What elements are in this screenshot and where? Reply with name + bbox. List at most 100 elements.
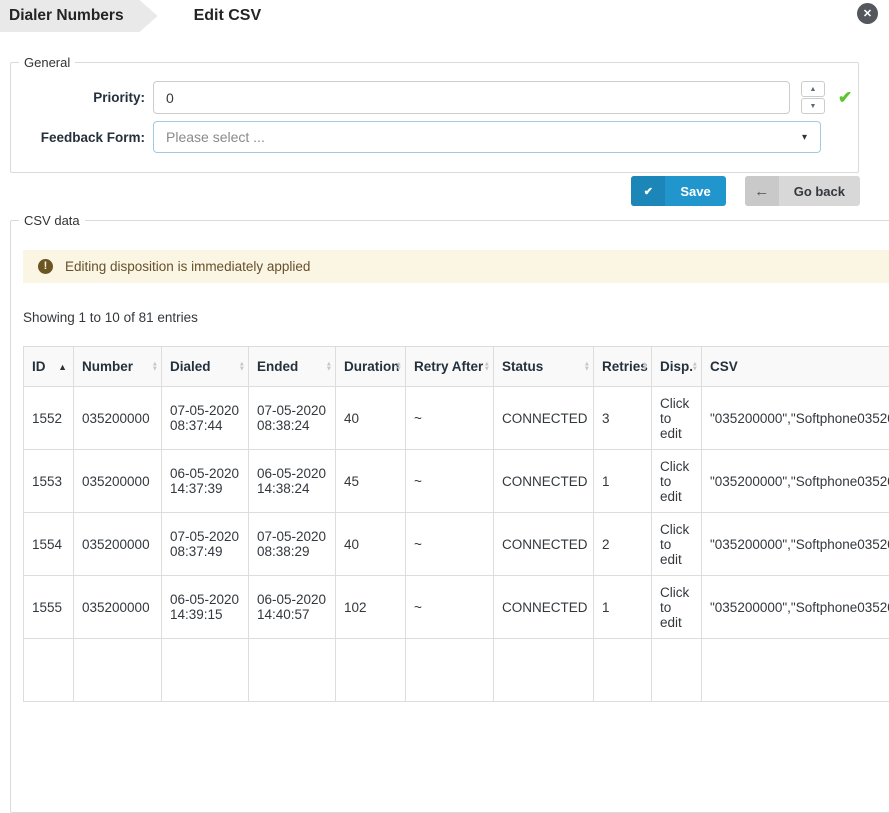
priority-row: Priority: ▲ ▼ ✔ [11, 81, 858, 114]
feedback-form-label: Feedback Form: [11, 130, 153, 145]
feedback-form-row: Feedback Form: Please select ... ▾ [11, 121, 858, 153]
valid-check-icon: ✔ [838, 88, 852, 108]
sort-ascending-icon: ▲ [58, 362, 67, 372]
cell-disp-click-to-edit[interactable]: Click to edit [652, 576, 702, 639]
cell-status: CONNECTED [494, 450, 594, 513]
table-row: 1553 035200000 06-05-2020 14:37:39 06-05… [24, 450, 889, 513]
cell-retries: 1 [594, 576, 652, 639]
feedback-form-select[interactable]: Please select ... ▾ [153, 121, 821, 153]
general-section: General Priority: ▲ ▼ ✔ Feedback Form: P… [10, 55, 859, 173]
cell-retries: 2 [594, 513, 652, 576]
cell-duration: 45 [336, 450, 406, 513]
sort-icon: ▲▼ [396, 361, 402, 372]
cell-id: 1552 [24, 387, 74, 450]
col-label-retry-after: Retry After [414, 359, 483, 374]
cell-id: 1554 [24, 513, 74, 576]
cell-id: 1553 [24, 450, 74, 513]
cell-ended: 07-05-2020 08:38:29 [249, 513, 336, 576]
table-row: 1554 035200000 07-05-2020 08:37:49 07-05… [24, 513, 889, 576]
cell-disp-click-to-edit[interactable]: Click to edit [652, 387, 702, 450]
priority-label: Priority: [11, 90, 153, 105]
cell-ended: 07-05-2020 08:38:24 [249, 387, 336, 450]
sort-icon: ▲▼ [642, 361, 648, 372]
cell-number: 035200000 [74, 513, 162, 576]
save-check-icon: ✔ [631, 176, 665, 206]
alert-text: Editing disposition is immediately appli… [65, 259, 310, 274]
col-label-disp: Disp. [660, 359, 693, 374]
action-buttons: ✔ Save ← Go back [631, 176, 860, 206]
cell-retry-after: ~ [406, 513, 494, 576]
col-header-disp[interactable]: Disp.▲▼ [652, 347, 702, 387]
sort-icon: ▲▼ [239, 361, 245, 372]
save-button[interactable]: ✔ Save [631, 176, 725, 206]
cell-duration: 102 [336, 576, 406, 639]
col-label-number: Number [82, 359, 133, 374]
col-header-retries[interactable]: Retries▲▼ [594, 347, 652, 387]
cell-csv: "035200000","Softphone035200 [702, 450, 889, 513]
sort-icon: ▲▼ [484, 361, 490, 372]
feedback-form-selected-value: Please select ... [166, 129, 265, 145]
cell-number: 035200000 [74, 450, 162, 513]
col-header-number[interactable]: Number▲▼ [74, 347, 162, 387]
priority-input[interactable] [153, 81, 790, 114]
spinner-up-icon[interactable]: ▲ [801, 81, 825, 97]
save-button-label: Save [665, 176, 725, 206]
cell-retry-after: ~ [406, 387, 494, 450]
table-row-partial [24, 639, 889, 702]
col-label-duration: Duration [344, 359, 400, 374]
cell-status: CONNECTED [494, 576, 594, 639]
cell-csv: "035200000","Softphone035200 [702, 387, 889, 450]
sort-icon: ▲▼ [326, 361, 332, 372]
cell-retries: 3 [594, 387, 652, 450]
col-header-csv: CSV [702, 347, 889, 387]
sort-icon: ▲▼ [692, 361, 698, 372]
cell-dialed: 06-05-2020 14:37:39 [162, 450, 249, 513]
cell-dialed: 06-05-2020 14:39:15 [162, 576, 249, 639]
priority-spinner: ▲ ▼ [801, 81, 825, 114]
cell-ended: 06-05-2020 14:38:24 [249, 450, 336, 513]
cell-retry-after: ~ [406, 576, 494, 639]
col-label-csv: CSV [710, 359, 738, 374]
sort-icon: ▲▼ [584, 361, 590, 372]
chevron-down-icon: ▾ [802, 132, 807, 143]
col-header-ended[interactable]: Ended ▲▼ [249, 347, 336, 387]
cell-csv: "035200000","Softphone035200 [702, 513, 889, 576]
cell-retry-after: ~ [406, 450, 494, 513]
col-header-duration[interactable]: Duration▲▼ [336, 347, 406, 387]
col-label-ended: Ended [257, 359, 298, 374]
cell-number: 035200000 [74, 576, 162, 639]
table-row: 1555 035200000 06-05-2020 14:39:15 06-05… [24, 576, 889, 639]
general-legend: General [19, 55, 75, 70]
csv-data-section: CSV data ! Editing disposition is immedi… [10, 213, 889, 813]
cell-disp-click-to-edit[interactable]: Click to edit [652, 450, 702, 513]
cell-status: CONNECTED [494, 387, 594, 450]
table-header-row: ID▲ Number▲▼ Dialed▲▼ Ended▲▼ Duration▲▼… [24, 347, 889, 387]
top-bar: Dialer Numbers Edit CSV ✕ [0, 0, 889, 32]
spinner-down-icon[interactable]: ▼ [801, 98, 825, 114]
csv-table: ID▲ Number▲▼ Dialed▲▼ Ended▲▼ Duration▲▼… [23, 346, 889, 702]
page-title: Edit CSV [194, 7, 262, 25]
csv-data-legend: CSV data [19, 213, 85, 228]
col-header-retry-after[interactable]: Retry After▲▼ [406, 347, 494, 387]
table-row: 1552 035200000 07-05-2020 08:37:44 07-05… [24, 387, 889, 450]
cell-status: CONNECTED [494, 513, 594, 576]
cell-csv: "035200000","Softphone035200 [702, 576, 889, 639]
col-label-id: ID [32, 359, 46, 374]
close-icon[interactable]: ✕ [857, 3, 878, 24]
col-label-status: Status [502, 359, 543, 374]
breadcrumb-dialer-numbers[interactable]: Dialer Numbers [0, 0, 158, 32]
cell-duration: 40 [336, 387, 406, 450]
cell-disp-click-to-edit[interactable]: Click to edit [652, 513, 702, 576]
col-header-dialed[interactable]: Dialed▲▼ [162, 347, 249, 387]
back-arrow-icon: ← [745, 176, 779, 206]
cell-retries: 1 [594, 450, 652, 513]
alert-banner: ! Editing disposition is immediately app… [23, 250, 889, 283]
cell-dialed: 07-05-2020 08:37:49 [162, 513, 249, 576]
showing-entries-text: Showing 1 to 10 of 81 entries [23, 310, 889, 325]
go-back-button[interactable]: ← Go back [745, 176, 860, 206]
cell-ended: 06-05-2020 14:40:57 [249, 576, 336, 639]
cell-dialed: 07-05-2020 08:37:44 [162, 387, 249, 450]
col-header-status[interactable]: Status ▲▼ [494, 347, 594, 387]
col-header-id[interactable]: ID ▲ [24, 347, 74, 387]
warning-circle-icon: ! [38, 259, 53, 274]
